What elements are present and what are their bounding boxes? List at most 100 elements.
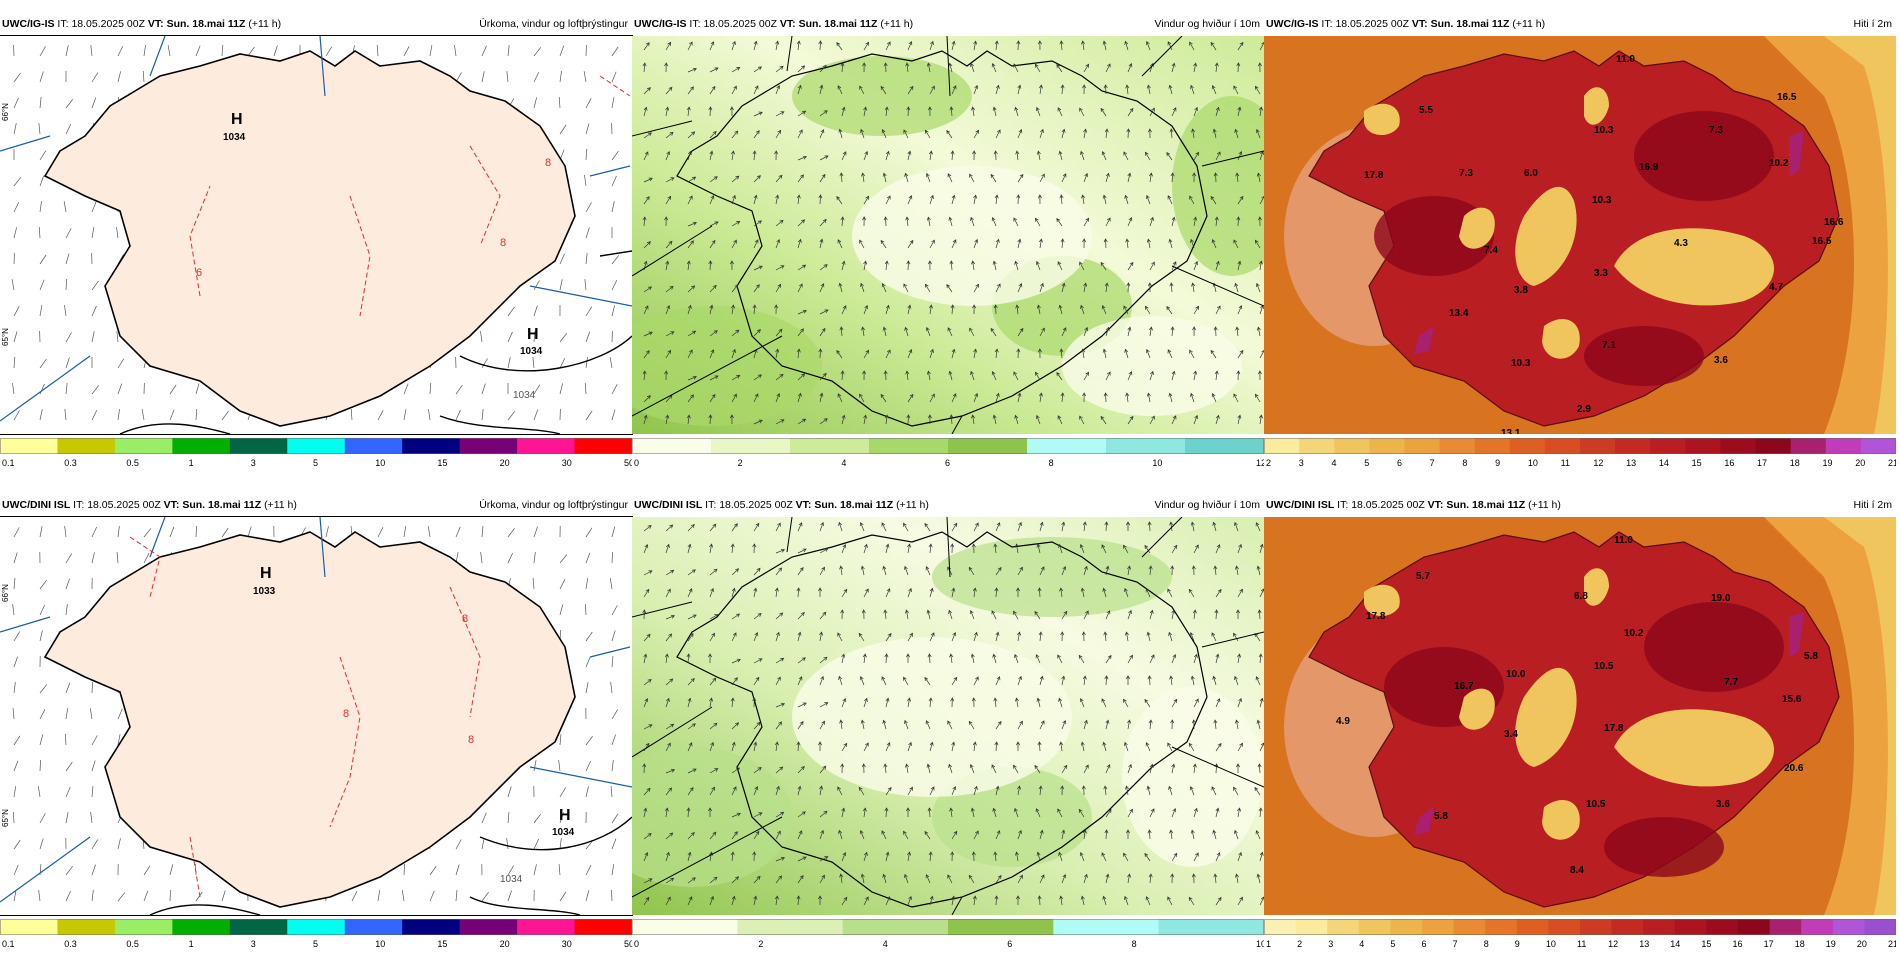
colorbar-tick-label: 11 [1577, 939, 1586, 949]
panel-wind-dini: UWC/DINI ISL IT: 18.05.2025 00Z VT: Sun.… [632, 495, 1264, 955]
colorbar-tick-label: 3 [1328, 939, 1333, 949]
temperature-label: 15.6 [1782, 694, 1802, 705]
colorbar-swatch [1548, 919, 1580, 935]
lead-time: (+11 h) [1512, 18, 1545, 30]
temperature-label: 17.8 [1366, 611, 1386, 622]
temperature-label: 10.2 [1769, 158, 1789, 169]
colorbar-tick-label: 4 [1331, 458, 1336, 468]
colorbar-swatch [345, 919, 403, 935]
temperature-label: 3.6 [1714, 355, 1728, 366]
colorbar-tick-label: 2 [1266, 458, 1271, 468]
panel-title: Vindur og hviður í 10m [1155, 14, 1260, 34]
colorbar-swatch [1296, 919, 1328, 935]
model-name: UWC/IG-IS [2, 18, 55, 30]
colorbar-swatch [1027, 438, 1107, 454]
colorbar-tick-label: 5 [313, 458, 318, 468]
map-canvas: H 1034 H 1034 1034 6 8 8 66°N 65°N [0, 36, 632, 434]
vt-label: VT: [164, 499, 180, 511]
colorbar-tick-label: 13 [1639, 939, 1649, 949]
colorbar-tick-label: 12 [1608, 939, 1618, 949]
colorbar-tick-label: 3 [251, 458, 256, 468]
temperature-label: 5.7 [1416, 571, 1430, 582]
temperature-label: 3.8 [1514, 285, 1528, 296]
colorbar-swatch [230, 438, 288, 454]
high-pressure-letter: H [527, 326, 539, 343]
vt-label: VT: [148, 18, 164, 30]
colorbar-swatch [1770, 919, 1802, 935]
vt-value: Sun. 18.mai 11Z [799, 18, 878, 30]
colorbar-swatch [1685, 438, 1721, 454]
temperature-label: 3.4 [1504, 729, 1518, 740]
colorbar-tick-label: 10 [1528, 458, 1538, 468]
colorbar-tick-label: 6 [945, 458, 950, 468]
colorbar-swatch [172, 438, 230, 454]
high-pressure-value: 1033 [253, 586, 276, 597]
lat-label: 65°N [1, 809, 10, 827]
colorbar-tick-label: 50 [624, 458, 632, 468]
colorbar-swatch [737, 919, 843, 935]
colorbar-swatch [1327, 919, 1359, 935]
colorbar-swatch [1675, 919, 1707, 935]
temperature-label: 17.8 [1364, 170, 1384, 181]
colorbar-tick-label: 11 [1561, 458, 1570, 468]
colorbar-tick-label: 15 [1701, 939, 1711, 949]
colorbar-tick-label: 0 [634, 458, 639, 468]
panel-header: UWC/DINI ISL IT: 18.05.2025 00Z VT: Sun.… [0, 495, 632, 515]
high-pressure-letter: H [260, 565, 272, 582]
model-name: UWC/DINI ISL [2, 499, 70, 511]
model-name: UWC/IG-IS [634, 18, 687, 30]
precip-contour-label: 8 [468, 734, 474, 746]
panel-precip-pressure-dini: UWC/DINI ISL IT: 18.05.2025 00Z VT: Sun.… [0, 495, 632, 955]
colorbar-swatch [1580, 919, 1612, 935]
map-wind-dini [632, 517, 1264, 915]
vt-value: Sun. 18.mai 11Z [814, 499, 893, 511]
colorbar-tick-label: 10 [375, 458, 385, 468]
temperature-label: 10.3 [1594, 125, 1614, 136]
colorbar-tick-label: 0.5 [126, 458, 139, 468]
colorbar-tick-label: 17 [1764, 939, 1774, 949]
temperature-label: 10.5 [1586, 799, 1606, 810]
colorbar-tick-label: 10 [1256, 939, 1264, 949]
colorbar-swatch [1756, 438, 1792, 454]
colorbar-tick-label: 12 [1256, 458, 1264, 468]
colorbar-swatch [115, 438, 173, 454]
temperature-label: 13.1 [1501, 428, 1521, 434]
colorbar-tick-label: 0.3 [64, 939, 77, 949]
colorbar-tick-label: 0 [634, 939, 639, 949]
lead-time: (+11 h) [880, 18, 913, 30]
temperature-label: 20.6 [1784, 763, 1804, 774]
colorbar-swatch [402, 919, 460, 935]
temperature-label: 10.5 [1594, 661, 1614, 672]
colorbar-swatch [1264, 919, 1296, 935]
temperature-label: 10.2 [1624, 628, 1644, 639]
colorbar-swatch [287, 438, 345, 454]
colorbar-tick-label: 0.1 [2, 939, 15, 949]
temperature-label: 2.9 [1577, 404, 1591, 415]
panel-precip-pressure-ig: UWC/IG-IS IT: 18.05.2025 00Z VT: Sun. 18… [0, 14, 632, 474]
colorbar-tick-label: 6 [1007, 939, 1012, 949]
temperature-label: 4.9 [1336, 716, 1350, 727]
map-precip-dini: H 1033 H 1034 1034 8 8 8 66°N 65°N [0, 517, 632, 915]
panel-title: Úrkoma, vindur og loftþrýstingur [479, 495, 628, 515]
colorbar-swatch [517, 919, 575, 935]
colorbar-swatch [1422, 919, 1454, 935]
colorbar-swatch [843, 919, 949, 935]
precip-contour-label: 8 [462, 613, 468, 625]
vt-label: VT: [780, 18, 796, 30]
colorbar-swatch [57, 919, 115, 935]
colorbar-tick-label: 14 [1659, 458, 1669, 468]
colorbar-tick-label: 20 [1855, 458, 1865, 468]
colorbar-tick-label: 7 [1453, 939, 1458, 949]
colorbar-swatch [1334, 438, 1370, 454]
colorbar-swatch [1106, 438, 1186, 454]
colorbar-tick-label: 18 [1795, 939, 1805, 949]
panel-header: UWC/IG-IS IT: 18.05.2025 00Z VT: Sun. 18… [632, 14, 1264, 34]
colorbar-swatch [1650, 438, 1686, 454]
it-label: IT: [1337, 499, 1348, 511]
it-label: IT: [705, 499, 716, 511]
colorbar-tick-label: 20 [500, 458, 510, 468]
